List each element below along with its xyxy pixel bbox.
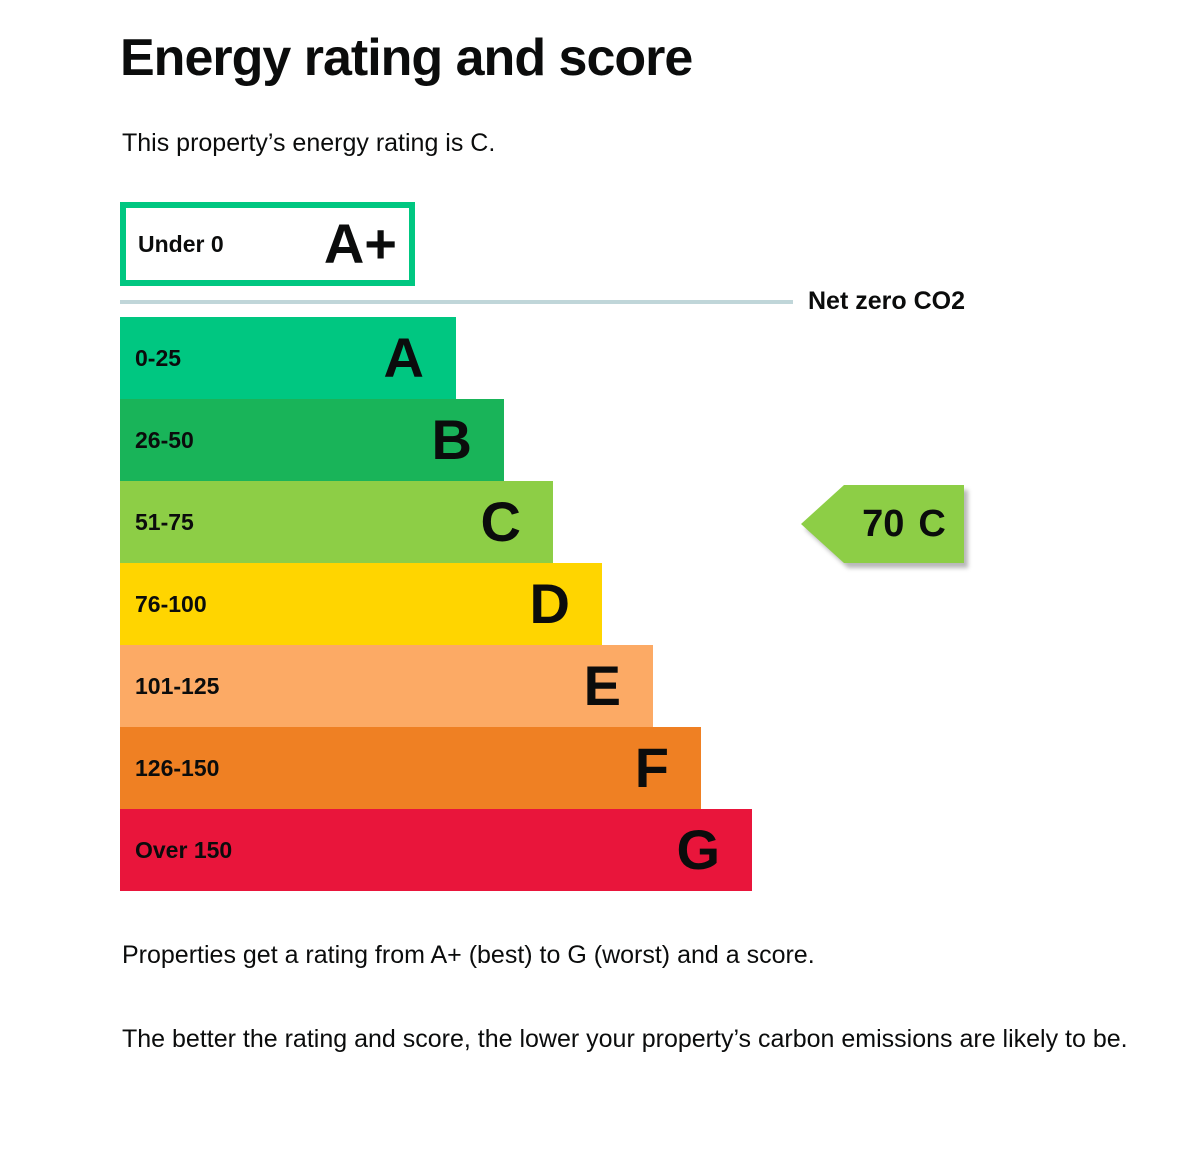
band-letter: C [480,490,521,554]
band-a-plus: Under 0 A+ [120,202,415,287]
pointer-arrow-shape [801,485,964,564]
band-range-label: Over 150 [135,836,233,863]
net-zero-line [120,300,793,305]
band-row-f: 126-150 F [120,727,701,810]
footer-paragraph-1: Properties get a rating from A+ (best) t… [122,941,815,970]
band-letter: F [634,736,669,800]
current-score: 70 [862,502,905,545]
current-rating-value: 70 C [844,485,964,563]
current-band: C [918,502,946,545]
band-letter: G [676,818,720,882]
net-zero-row: Net zero CO2 [120,287,1140,315]
band-row-d: 76-100 D [120,563,602,646]
band-range-label: 126-150 [135,754,220,781]
band-row-b: 26-50 B [120,399,504,482]
epc-rating-chart: Under 0 A+ Net zero CO2 0-25 A 26-50 B 5… [120,202,1140,892]
band-letter: E [583,654,621,718]
band-row-c: 51-75 C [120,481,553,564]
band-range-label: 76-100 [135,590,207,617]
band-row-e: 101-125 E [120,645,653,728]
page-title: Energy rating and score [120,29,693,87]
band-range-label: 26-50 [135,426,194,453]
band-letter: B [431,408,472,472]
band-range-label: 101-125 [135,672,220,699]
band-row-g: Over 150 G [120,809,752,892]
band-letter: D [529,572,570,636]
band-letter: A [383,326,424,390]
rating-bands: 0-25 A 26-50 B 51-75 C 76-100 D 101-125 … [120,317,1140,892]
page: Energy rating and score This property’s … [120,29,1140,1054]
footer-paragraph-2: The better the rating and score, the low… [122,1025,1128,1054]
band-row-a: 0-25 A [120,317,456,400]
band-range-label: 0-25 [135,344,182,371]
rating-summary-text: This property’s energy rating is C. [122,129,496,158]
left-arrow-icon [801,485,964,564]
current-rating-pointer: 70 C [801,485,964,564]
net-zero-label: Net zero CO2 [808,287,965,316]
band-range-label: 51-75 [135,508,194,535]
band-letter: A+ [323,212,397,276]
band-range-label: Under 0 [138,230,224,257]
